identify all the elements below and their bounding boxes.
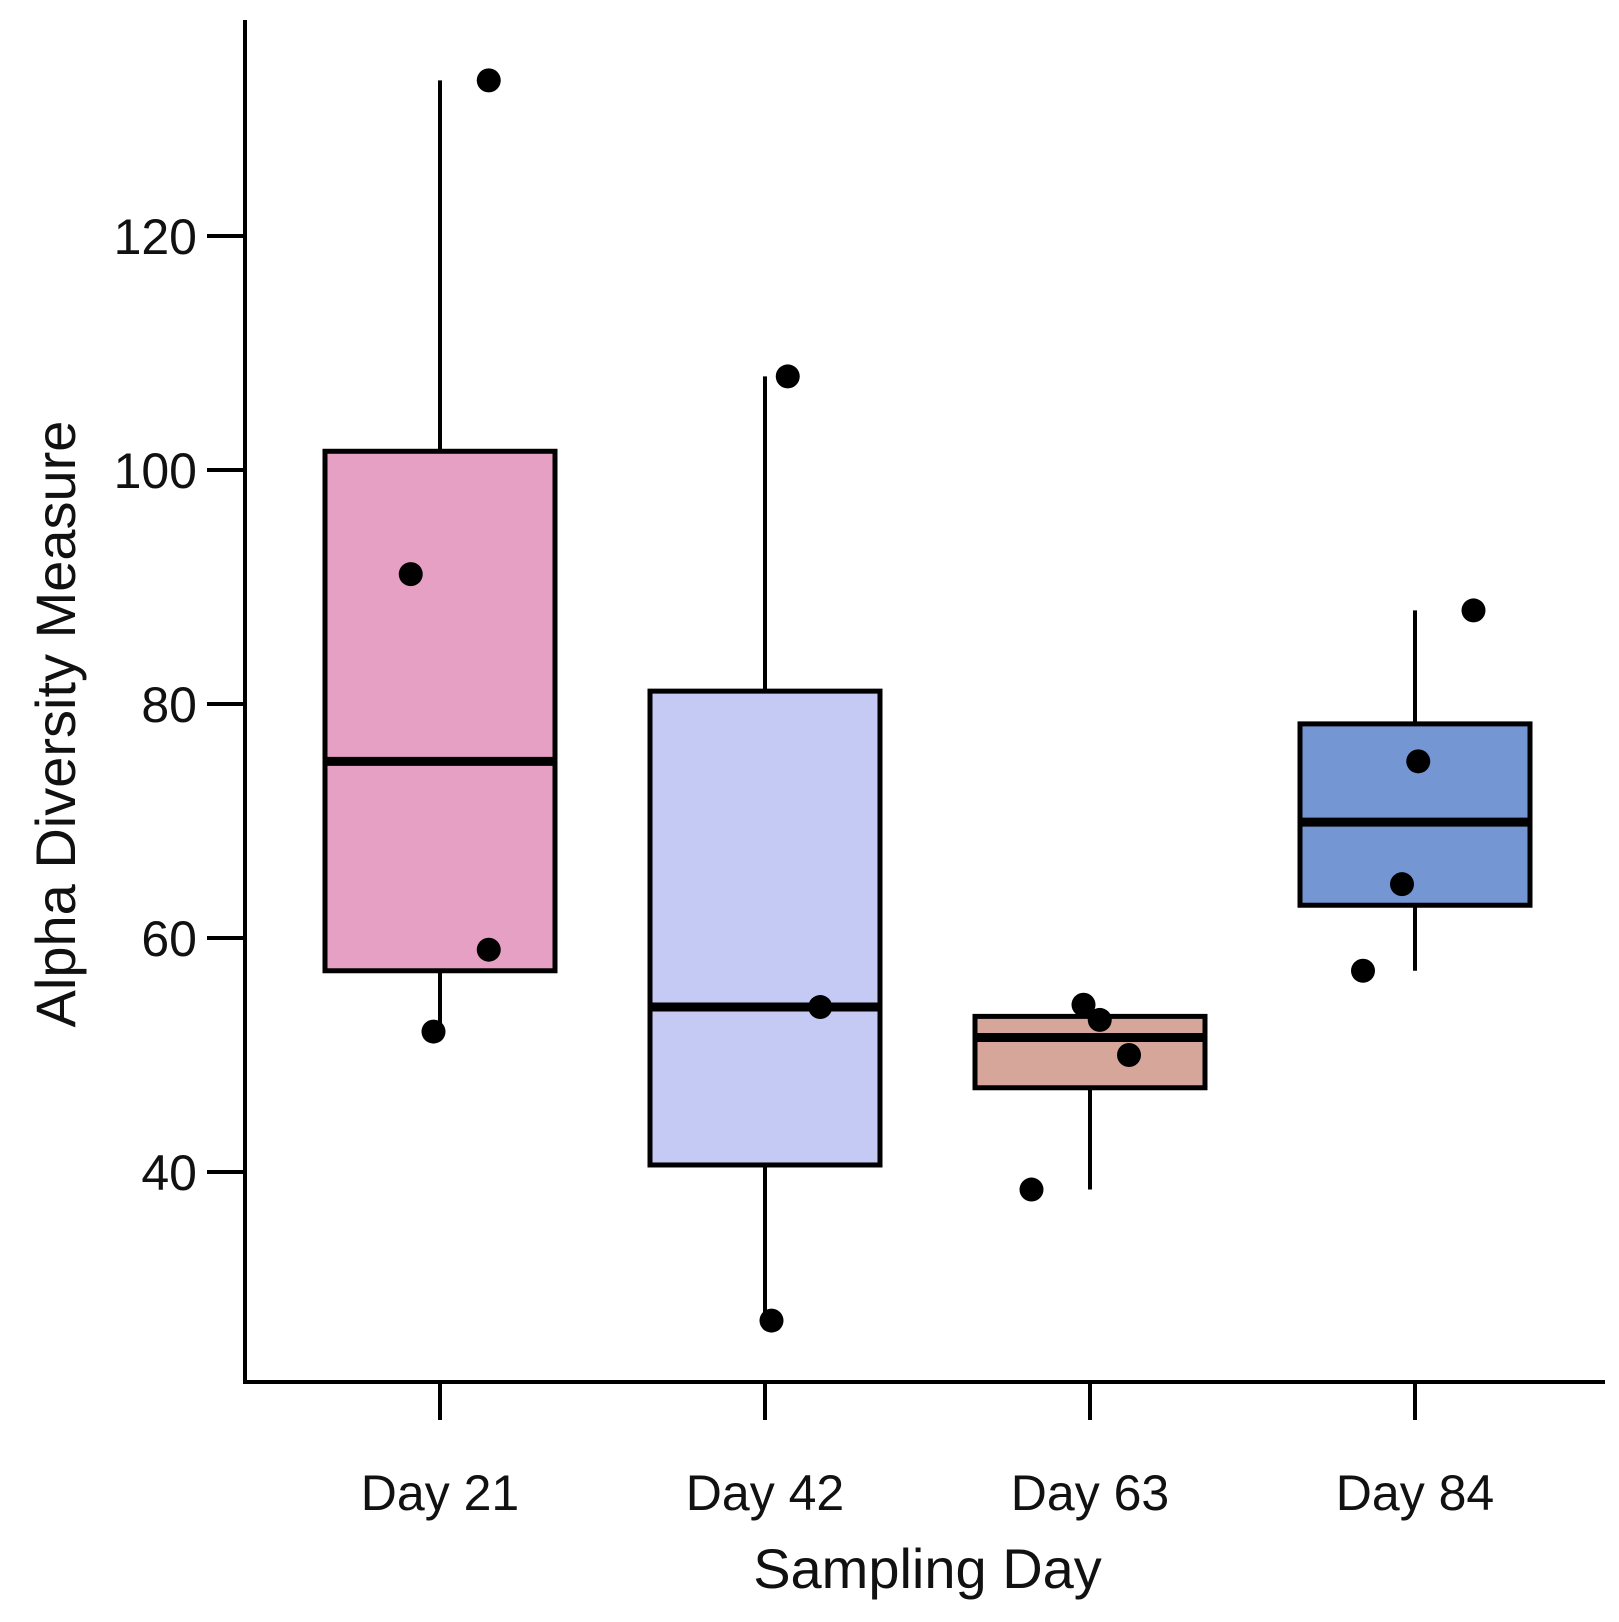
data-point <box>775 364 800 389</box>
data-point <box>476 937 501 962</box>
x-axis-title: Sampling Day <box>753 1537 1102 1600</box>
x-tick-label: Day 42 <box>686 1465 844 1521</box>
boxes-layer <box>322 80 1533 1321</box>
data-point <box>421 1019 446 1044</box>
axes-layer <box>243 20 1605 1384</box>
box-rect <box>972 1013 1208 1091</box>
data-point <box>476 68 501 93</box>
points-layer <box>398 68 1486 1333</box>
data-point <box>1071 992 1096 1017</box>
box-rect <box>322 448 558 974</box>
y-axis-title: Alpha Diversity Measure <box>24 421 87 1028</box>
y-tick-label: 80 <box>141 677 197 733</box>
box-group <box>647 376 883 1321</box>
y-ticks: 40 60 80 100 120 <box>114 209 245 1201</box>
y-tick-label: 100 <box>114 443 197 499</box>
y-tick-label: 120 <box>114 209 197 265</box>
axis-lines <box>243 20 1605 1384</box>
x-tick-label: Day 84 <box>1336 1465 1494 1521</box>
box-group <box>322 80 558 1032</box>
data-point <box>1087 1007 1112 1032</box>
data-point <box>1019 1177 1044 1202</box>
y-tick-label: 40 <box>141 1145 197 1201</box>
data-point <box>398 562 423 587</box>
data-point <box>1406 749 1431 774</box>
data-point <box>1461 598 1486 623</box>
x-tick-label: Day 21 <box>361 1465 519 1521</box>
box-group <box>972 1004 1208 1190</box>
data-point <box>1351 958 1375 983</box>
x-ticks: Day 21 Day 42 Day 63 Day 84 <box>361 1382 1494 1521</box>
y-tick-label: 60 <box>141 911 197 967</box>
box-rect <box>647 688 883 1168</box>
box-group <box>1297 610 1533 971</box>
data-point <box>1390 872 1414 897</box>
data-point <box>808 995 833 1020</box>
data-point <box>759 1308 784 1333</box>
x-tick-label: Day 63 <box>1011 1465 1169 1521</box>
data-point <box>1117 1043 1141 1067</box>
